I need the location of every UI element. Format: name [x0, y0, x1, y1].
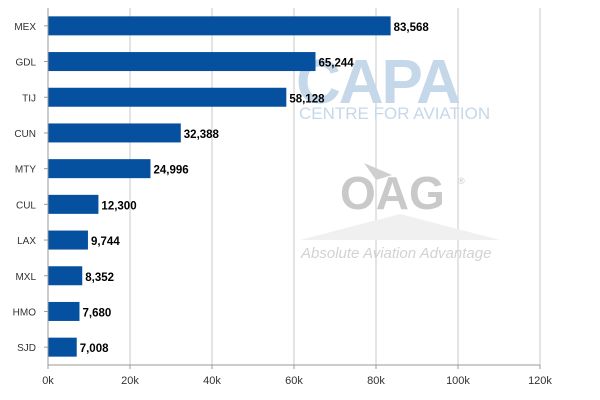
x-tick-label: 40k	[203, 375, 221, 387]
x-tick-label: 20k	[121, 375, 139, 387]
category-label: SJD	[17, 343, 36, 354]
bar-value-label: 7,680	[82, 307, 111, 319]
bar	[48, 87, 287, 107]
bar-value-label: 9,744	[91, 236, 120, 248]
watermarks: CAPA CENTRE FOR AVIATION OAG ® Absolute …	[296, 48, 500, 262]
bar	[48, 194, 99, 214]
x-tick-label: 60k	[285, 375, 303, 387]
capa-logo-watermark: CAPA	[296, 48, 460, 117]
bar	[48, 230, 88, 250]
x-tick-label: 80k	[367, 375, 385, 387]
category-label: MXL	[15, 272, 36, 283]
bar-value-label: 58,128	[289, 93, 325, 105]
oag-swoosh-icon	[364, 163, 392, 180]
category-label: CUN	[14, 129, 36, 140]
bar	[48, 301, 80, 321]
bar-value-label: 83,568	[394, 22, 430, 34]
bar-value-label: 8,352	[85, 272, 114, 284]
bar	[48, 16, 391, 36]
capa-subtitle-watermark: CENTRE FOR AVIATION	[299, 104, 490, 123]
category-label: MEX	[14, 22, 36, 33]
category-label: GDL	[15, 58, 36, 69]
oag-logo-watermark: OAG	[340, 167, 445, 219]
x-tick-label: 120k	[528, 375, 552, 387]
axes: 0k 20k 40k 60k 80k 100k 120k MEX GDL TIJ CUN MTY CUL…	[13, 8, 552, 387]
bar-value-label: 32,388	[184, 129, 220, 141]
bar	[48, 159, 151, 179]
oag-reflection-shape	[300, 214, 500, 240]
bars: 83,568 65,244 58,128 32,388 24,996 12,300 9,74…	[48, 16, 430, 357]
registered-mark-icon: ®	[458, 176, 465, 186]
bar	[48, 123, 181, 143]
bar	[48, 266, 83, 286]
bar	[48, 52, 316, 72]
bar-value-label: 12,300	[101, 200, 136, 212]
bar-value-label: 24,996	[153, 165, 188, 177]
x-tick-label: 100k	[446, 375, 470, 387]
oag-tagline-watermark: Absolute Aviation Advantage	[300, 245, 491, 262]
bar	[48, 337, 77, 357]
x-tick-label: 0k	[42, 375, 54, 387]
category-label: MTY	[15, 165, 36, 176]
bar-value-label: 7,008	[80, 343, 109, 355]
bar-value-label: 65,244	[319, 58, 355, 70]
category-label: LAX	[17, 236, 36, 247]
category-label: HMO	[13, 307, 37, 318]
category-label: CUL	[16, 200, 36, 211]
category-label: TIJ	[22, 93, 36, 104]
